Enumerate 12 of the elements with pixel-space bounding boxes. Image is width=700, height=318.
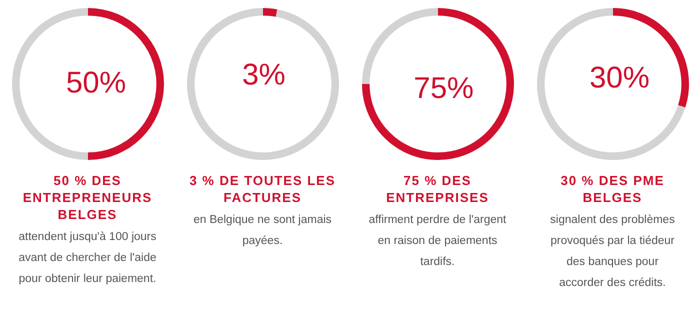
text: affirment perdre de l'argent en raison de paiements tardifs. [368,213,507,270]
data-label: 75% [413,72,474,105]
text: attendent jusqu'à 100 jours avant de chercher de l'aide pour obtenir leur paiement. [18,230,157,287]
data-label: 30% [588,62,649,95]
text: 75 % DES ENTREPRISES [385,172,490,206]
text: 30 % DES PME BELGES [560,172,666,206]
text: 3 % DE TOUTES LES FACTURES [188,172,337,206]
text: signalent des problèmes provoqués par la tiédeur des banques pour accorder des crédits. [549,213,676,291]
text: en Belgique ne sont jamais payées. [193,213,332,249]
data-label: 3% [242,58,285,92]
data-label: 50% [65,66,126,100]
text: 50 % DES ENTREPRENEURS BELGES [22,172,154,223]
